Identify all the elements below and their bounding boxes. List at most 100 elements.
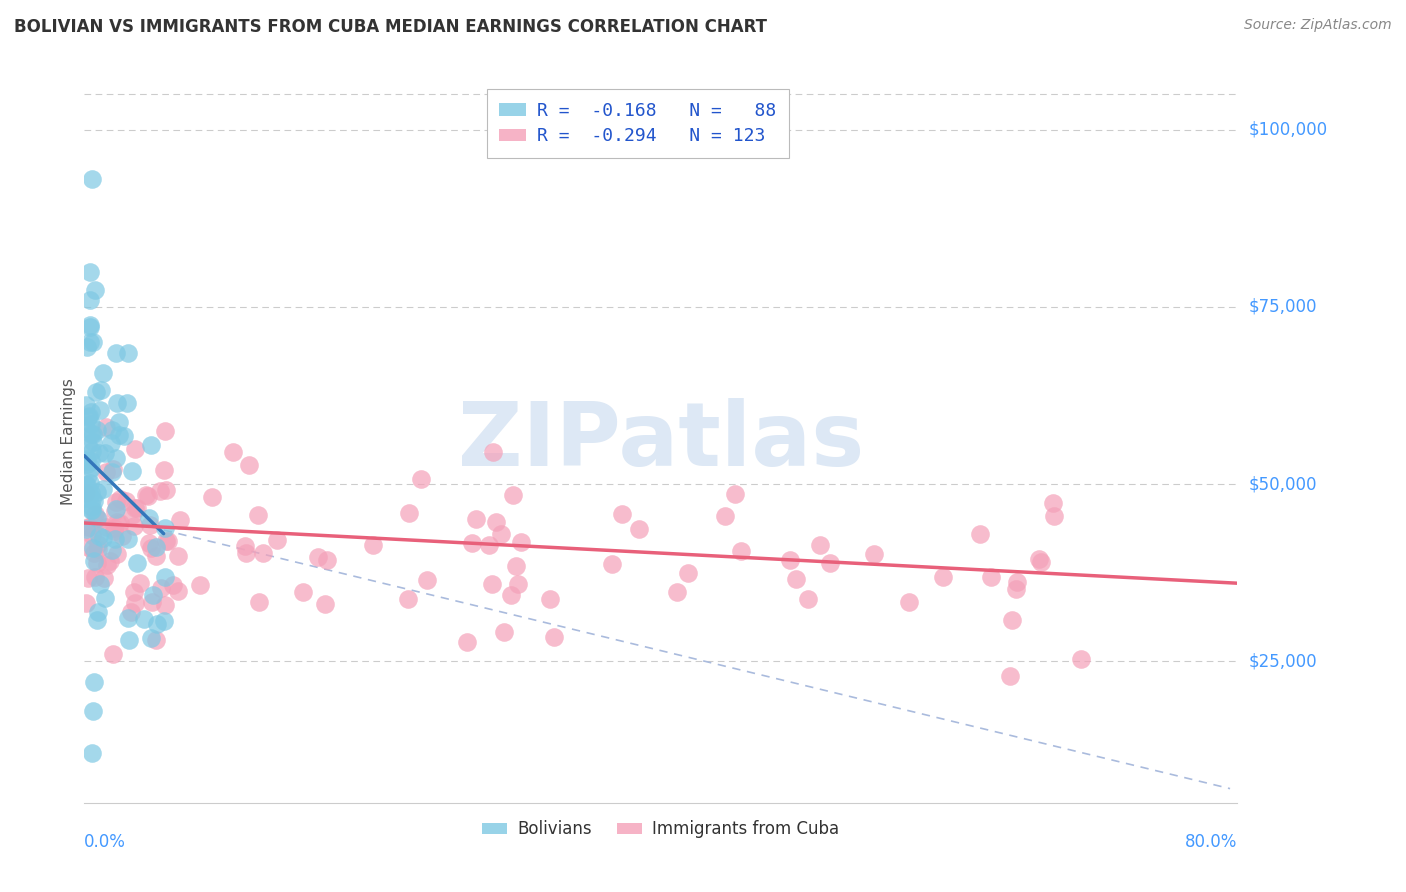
Point: [238, 458, 260, 473]
Point: [104, 495, 127, 509]
Point: [1001, 613, 1024, 627]
Point: [79, 520, 101, 534]
Point: [316, 553, 339, 567]
Point: [361, 538, 384, 552]
Point: [108, 516, 131, 530]
Point: [120, 605, 142, 619]
Point: [188, 578, 211, 592]
Point: [115, 396, 138, 410]
Point: [461, 536, 484, 550]
Point: [80, 454, 103, 468]
Point: [104, 345, 127, 359]
Point: [75, 522, 97, 536]
Point: [124, 519, 146, 533]
Point: [77, 409, 100, 424]
Point: [80, 528, 103, 542]
Point: [478, 538, 501, 552]
Point: [80, 491, 103, 506]
Point: [508, 577, 530, 591]
Point: [80, 426, 103, 441]
Point: [115, 493, 138, 508]
Point: [502, 488, 524, 502]
Point: [86, 485, 108, 500]
Point: [77, 409, 100, 423]
Point: [100, 466, 122, 480]
Point: [75, 454, 97, 468]
Point: [138, 510, 160, 524]
Point: [233, 539, 256, 553]
Point: [980, 570, 1002, 584]
Point: [1029, 555, 1052, 569]
Point: [96, 465, 118, 479]
Point: [1043, 508, 1066, 523]
Point: [77, 520, 100, 534]
Point: [247, 595, 270, 609]
Point: [145, 616, 167, 631]
Point: [149, 483, 172, 498]
Point: [91, 483, 114, 497]
Point: [75, 398, 97, 412]
Point: [83, 675, 105, 690]
Point: [155, 534, 177, 549]
Point: [94, 420, 117, 434]
Point: [492, 625, 515, 640]
Point: [969, 527, 991, 541]
Point: [87, 605, 110, 619]
Point: [76, 340, 98, 354]
Point: [222, 444, 245, 458]
Text: ZIPatlas: ZIPatlas: [458, 398, 863, 485]
Point: [91, 531, 114, 545]
Point: [80, 417, 103, 431]
Point: [150, 581, 173, 595]
Point: [117, 611, 139, 625]
Point: [80, 746, 103, 760]
Point: [666, 585, 689, 599]
Text: BOLIVIAN VS IMMIGRANTS FROM CUBA MEDIAN EARNINGS CORRELATION CHART: BOLIVIAN VS IMMIGRANTS FROM CUBA MEDIAN …: [14, 18, 768, 36]
Point: [94, 591, 117, 605]
Point: [77, 540, 100, 554]
Text: $75,000: $75,000: [1249, 298, 1317, 316]
Point: [266, 533, 288, 548]
Point: [252, 546, 274, 560]
Point: [863, 547, 886, 561]
Point: [124, 442, 146, 456]
Point: [79, 487, 101, 501]
Point: [1070, 652, 1092, 666]
Point: [75, 421, 97, 435]
Point: [136, 489, 159, 503]
Y-axis label: Median Earnings: Median Earnings: [60, 378, 76, 505]
Point: [82, 502, 104, 516]
Point: [124, 596, 146, 610]
Point: [152, 463, 174, 477]
Legend: Bolivians, Immigrants from Cuba: Bolivians, Immigrants from Cuba: [475, 814, 846, 845]
Point: [79, 476, 101, 491]
Point: [785, 572, 807, 586]
Text: $100,000: $100,000: [1249, 120, 1327, 139]
Point: [139, 518, 162, 533]
Text: Source: ZipAtlas.com: Source: ZipAtlas.com: [1244, 18, 1392, 32]
Text: 0.0%: 0.0%: [84, 833, 127, 851]
Point: [75, 485, 97, 500]
Point: [1005, 574, 1028, 589]
Point: [87, 537, 110, 551]
Point: [94, 446, 117, 460]
Text: $25,000: $25,000: [1249, 652, 1317, 670]
Point: [103, 647, 124, 661]
Point: [153, 521, 176, 535]
Point: [117, 346, 139, 360]
Point: [135, 488, 157, 502]
Point: [155, 425, 177, 439]
Point: [83, 494, 105, 508]
Point: [83, 545, 105, 559]
Point: [482, 445, 505, 459]
Point: [808, 538, 831, 552]
Point: [76, 452, 98, 467]
Point: [724, 487, 747, 501]
Point: [118, 632, 141, 647]
Point: [998, 669, 1021, 683]
Point: [411, 472, 433, 486]
Point: [90, 383, 112, 397]
Point: [84, 569, 107, 583]
Point: [103, 524, 125, 538]
Point: [481, 576, 503, 591]
